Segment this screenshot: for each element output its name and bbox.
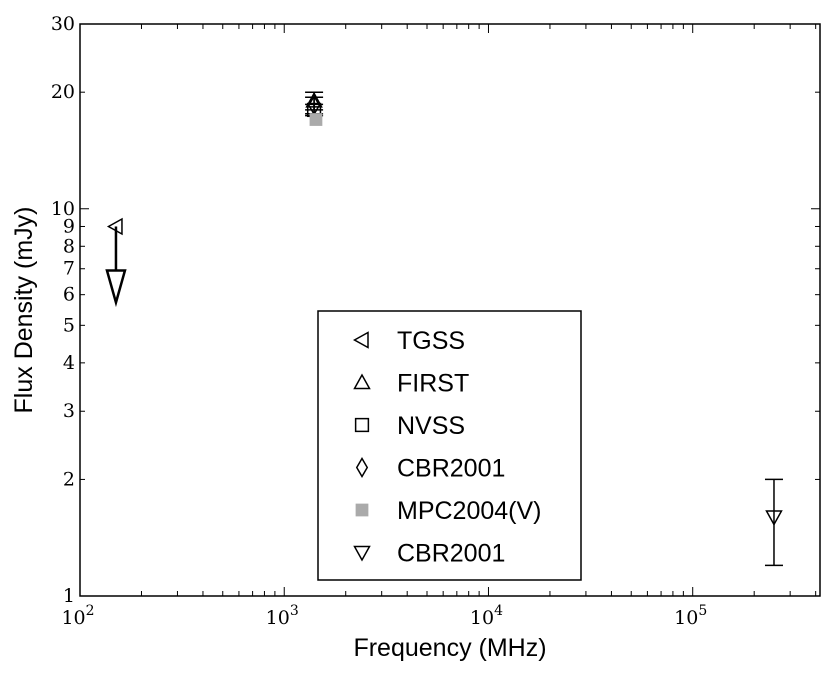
y-axis-title: Flux Density (mJy) bbox=[10, 207, 38, 414]
legend-label: CBR2001 bbox=[397, 455, 505, 483]
x-tick-label: 103 bbox=[266, 603, 299, 629]
axis-ticks bbox=[79, 23, 820, 597]
y-tick-label: 20 bbox=[51, 81, 75, 103]
y-tick-label: 30 bbox=[51, 13, 75, 35]
y-tick-label: 10 bbox=[51, 198, 75, 220]
legend-marker-triangle-down bbox=[353, 545, 371, 562]
x-tick-label: 105 bbox=[674, 603, 707, 629]
data-point-triangle-left bbox=[106, 217, 123, 236]
legend: TGSS FIRST NVSS CBR2001 MPC2004(V) CBR2001 bbox=[317, 310, 582, 581]
y-tick-label: 1 bbox=[63, 585, 75, 607]
legend-label: MPC2004(V) bbox=[397, 497, 542, 525]
upper-limit-arrow-head bbox=[105, 269, 127, 308]
legend-label: NVSS bbox=[397, 412, 465, 440]
legend-marker-diamond bbox=[355, 457, 369, 478]
data-marks bbox=[105, 91, 783, 567]
x-tick-label: 104 bbox=[470, 603, 503, 629]
x-axis-title: Frequency (MHz) bbox=[353, 634, 546, 662]
y-tick-label: 9 bbox=[63, 215, 75, 237]
y-tick-label: 4 bbox=[63, 352, 75, 374]
legend-label: FIRST bbox=[397, 370, 469, 398]
legend-label: CBR2001 bbox=[397, 540, 505, 568]
legend-marker-square bbox=[354, 417, 370, 433]
data-point-triangle-down bbox=[765, 510, 783, 527]
data-point-square bbox=[309, 113, 323, 126]
y-tick-label: 2 bbox=[63, 468, 75, 490]
x-tick-label: 102 bbox=[61, 603, 94, 629]
legend-marker-triangle-up bbox=[353, 373, 371, 390]
y-tick-label: 3 bbox=[63, 400, 75, 422]
legend-label: TGSS bbox=[397, 327, 465, 355]
legend-box bbox=[317, 310, 582, 581]
y-tick-label: 6 bbox=[63, 284, 75, 306]
y-tick-label: 8 bbox=[63, 235, 75, 257]
y-tick-label: 7 bbox=[63, 258, 75, 280]
legend-marker-square bbox=[355, 503, 369, 517]
legend-marker-triangle-left bbox=[352, 331, 369, 349]
plot-frame bbox=[79, 23, 821, 597]
y-tick-label: 5 bbox=[63, 314, 75, 336]
